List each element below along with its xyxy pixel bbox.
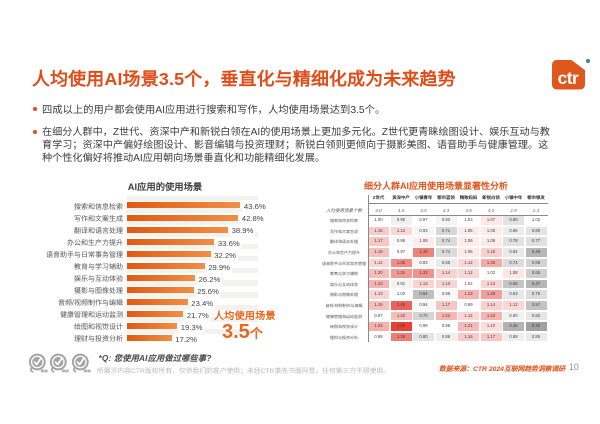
svg-text:ctr: ctr <box>558 68 579 88</box>
